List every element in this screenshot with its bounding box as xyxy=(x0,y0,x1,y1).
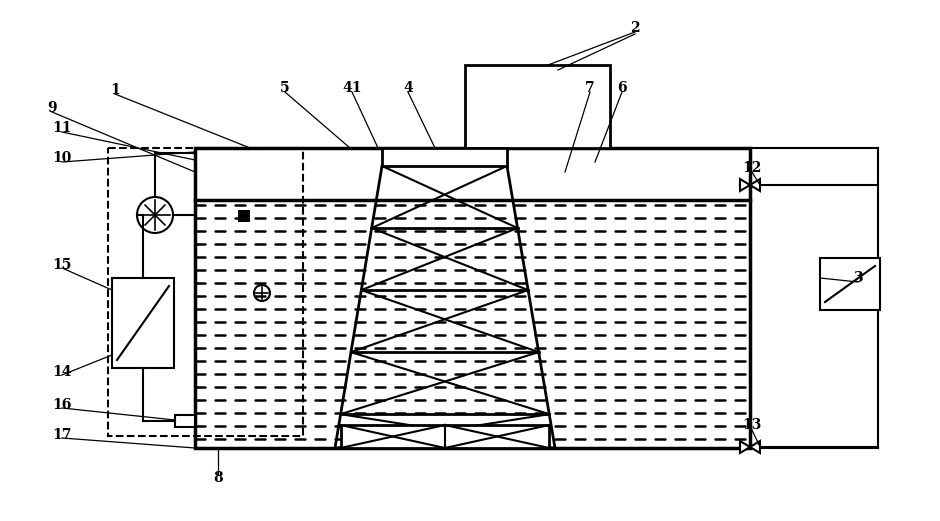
Text: 11: 11 xyxy=(53,121,71,135)
Text: 13: 13 xyxy=(743,418,761,432)
Text: 41: 41 xyxy=(342,81,362,95)
Text: 2: 2 xyxy=(630,21,640,35)
Bar xyxy=(820,258,880,310)
Bar xyxy=(195,148,750,448)
Bar xyxy=(382,148,507,166)
Text: 6: 6 xyxy=(618,81,627,95)
Text: 1: 1 xyxy=(110,83,120,97)
Text: 14: 14 xyxy=(53,365,71,379)
Text: 16: 16 xyxy=(53,398,71,412)
Polygon shape xyxy=(750,441,760,453)
Polygon shape xyxy=(740,441,750,453)
Text: 9: 9 xyxy=(47,101,56,115)
Text: 5: 5 xyxy=(280,81,290,95)
Bar xyxy=(238,210,250,222)
Text: 3: 3 xyxy=(854,271,863,285)
Text: 15: 15 xyxy=(53,258,71,272)
Polygon shape xyxy=(740,179,750,191)
Bar xyxy=(465,65,610,148)
Bar xyxy=(175,415,195,427)
Text: 12: 12 xyxy=(743,161,761,175)
Bar xyxy=(195,148,750,448)
Bar xyxy=(112,278,174,368)
Text: 10: 10 xyxy=(53,151,71,165)
Bar xyxy=(340,425,549,448)
Bar xyxy=(108,148,303,436)
Text: 4: 4 xyxy=(403,81,413,95)
Polygon shape xyxy=(750,179,760,191)
Text: 7: 7 xyxy=(586,81,595,95)
Text: 8: 8 xyxy=(213,471,223,485)
Text: 17: 17 xyxy=(53,428,71,442)
Bar xyxy=(195,148,750,200)
